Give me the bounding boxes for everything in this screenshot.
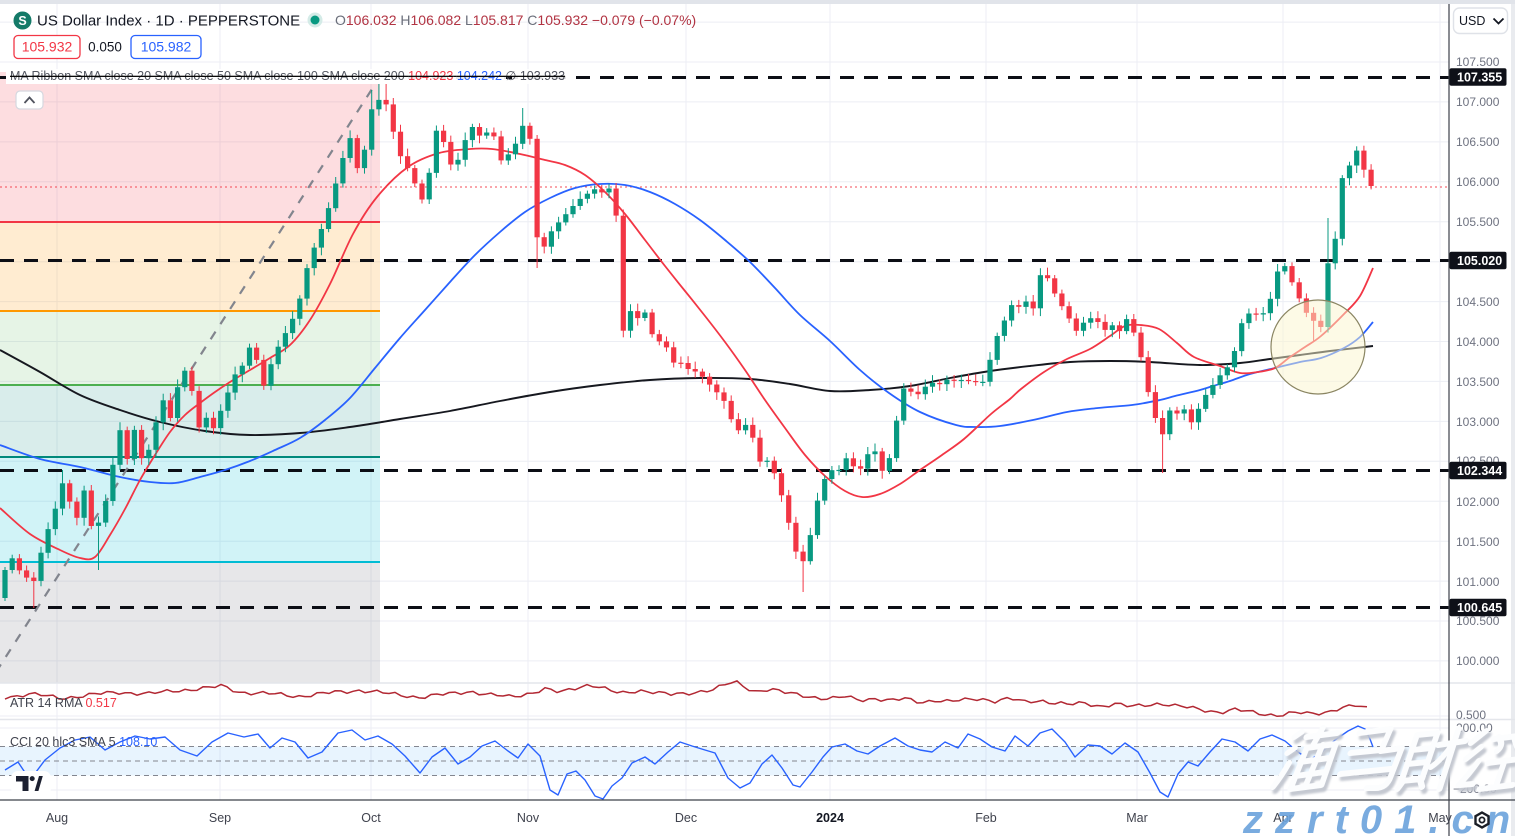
svg-text:2024: 2024 xyxy=(816,811,844,825)
svg-text:106.000: 106.000 xyxy=(1456,175,1500,189)
svg-text:S: S xyxy=(18,14,26,28)
svg-text:104.500: 104.500 xyxy=(1456,295,1500,309)
svg-text:105.500: 105.500 xyxy=(1456,215,1500,229)
svg-text:Nov: Nov xyxy=(517,811,540,825)
svg-text:103.000: 103.000 xyxy=(1456,415,1500,429)
svg-text:Sep: Sep xyxy=(209,811,231,825)
svg-text:105.982: 105.982 xyxy=(141,39,192,55)
svg-text:US Dollar Index · 1D · PEPPERS: US Dollar Index · 1D · PEPPERSTONE xyxy=(37,13,300,30)
svg-text:101.000: 101.000 xyxy=(1456,575,1500,589)
svg-text:zzrt01.cn: zzrt01.cn xyxy=(1242,798,1515,836)
svg-text:Aug: Aug xyxy=(46,811,68,825)
svg-text:102.344: 102.344 xyxy=(1457,464,1502,478)
svg-text:106.500: 106.500 xyxy=(1456,135,1500,149)
svg-text:102.000: 102.000 xyxy=(1456,495,1500,509)
svg-text:100.645: 100.645 xyxy=(1457,601,1502,615)
svg-text:May: May xyxy=(1428,811,1452,825)
svg-text:104.000: 104.000 xyxy=(1456,335,1500,349)
svg-text:Apr: Apr xyxy=(1273,811,1292,825)
svg-text:105.020: 105.020 xyxy=(1457,254,1502,268)
svg-text:0.050: 0.050 xyxy=(88,40,122,55)
svg-text:USD: USD xyxy=(1459,14,1485,28)
svg-text:100.500: 100.500 xyxy=(1456,614,1500,628)
svg-text:100.000: 100.000 xyxy=(1456,654,1500,668)
svg-text:Dec: Dec xyxy=(675,811,697,825)
svg-text:107.000: 107.000 xyxy=(1456,95,1500,109)
svg-text:ATR 14 RMA 0.517: ATR 14 RMA 0.517 xyxy=(10,696,117,710)
svg-text:O106.032 H106.082 L105.817 C10: O106.032 H106.082 L105.817 C105.932 −0.0… xyxy=(335,12,696,28)
svg-text:105.932: 105.932 xyxy=(22,39,73,55)
svg-text:CCI 20 hlc3 SMA 5 108.10: CCI 20 hlc3 SMA 5 108.10 xyxy=(10,735,157,749)
svg-text:101.500: 101.500 xyxy=(1456,535,1500,549)
svg-text:107.355: 107.355 xyxy=(1457,70,1502,84)
svg-text:107.500: 107.500 xyxy=(1456,55,1500,69)
svg-text:Mar: Mar xyxy=(1126,811,1148,825)
svg-text:MA Ribbon SMA close 20 SMA clo: MA Ribbon SMA close 20 SMA close 50 SMA … xyxy=(10,69,565,83)
svg-text:103.500: 103.500 xyxy=(1456,375,1500,389)
svg-text:Feb: Feb xyxy=(975,811,997,825)
svg-text:Oct: Oct xyxy=(361,811,381,825)
svg-text:0.500: 0.500 xyxy=(1456,708,1486,722)
